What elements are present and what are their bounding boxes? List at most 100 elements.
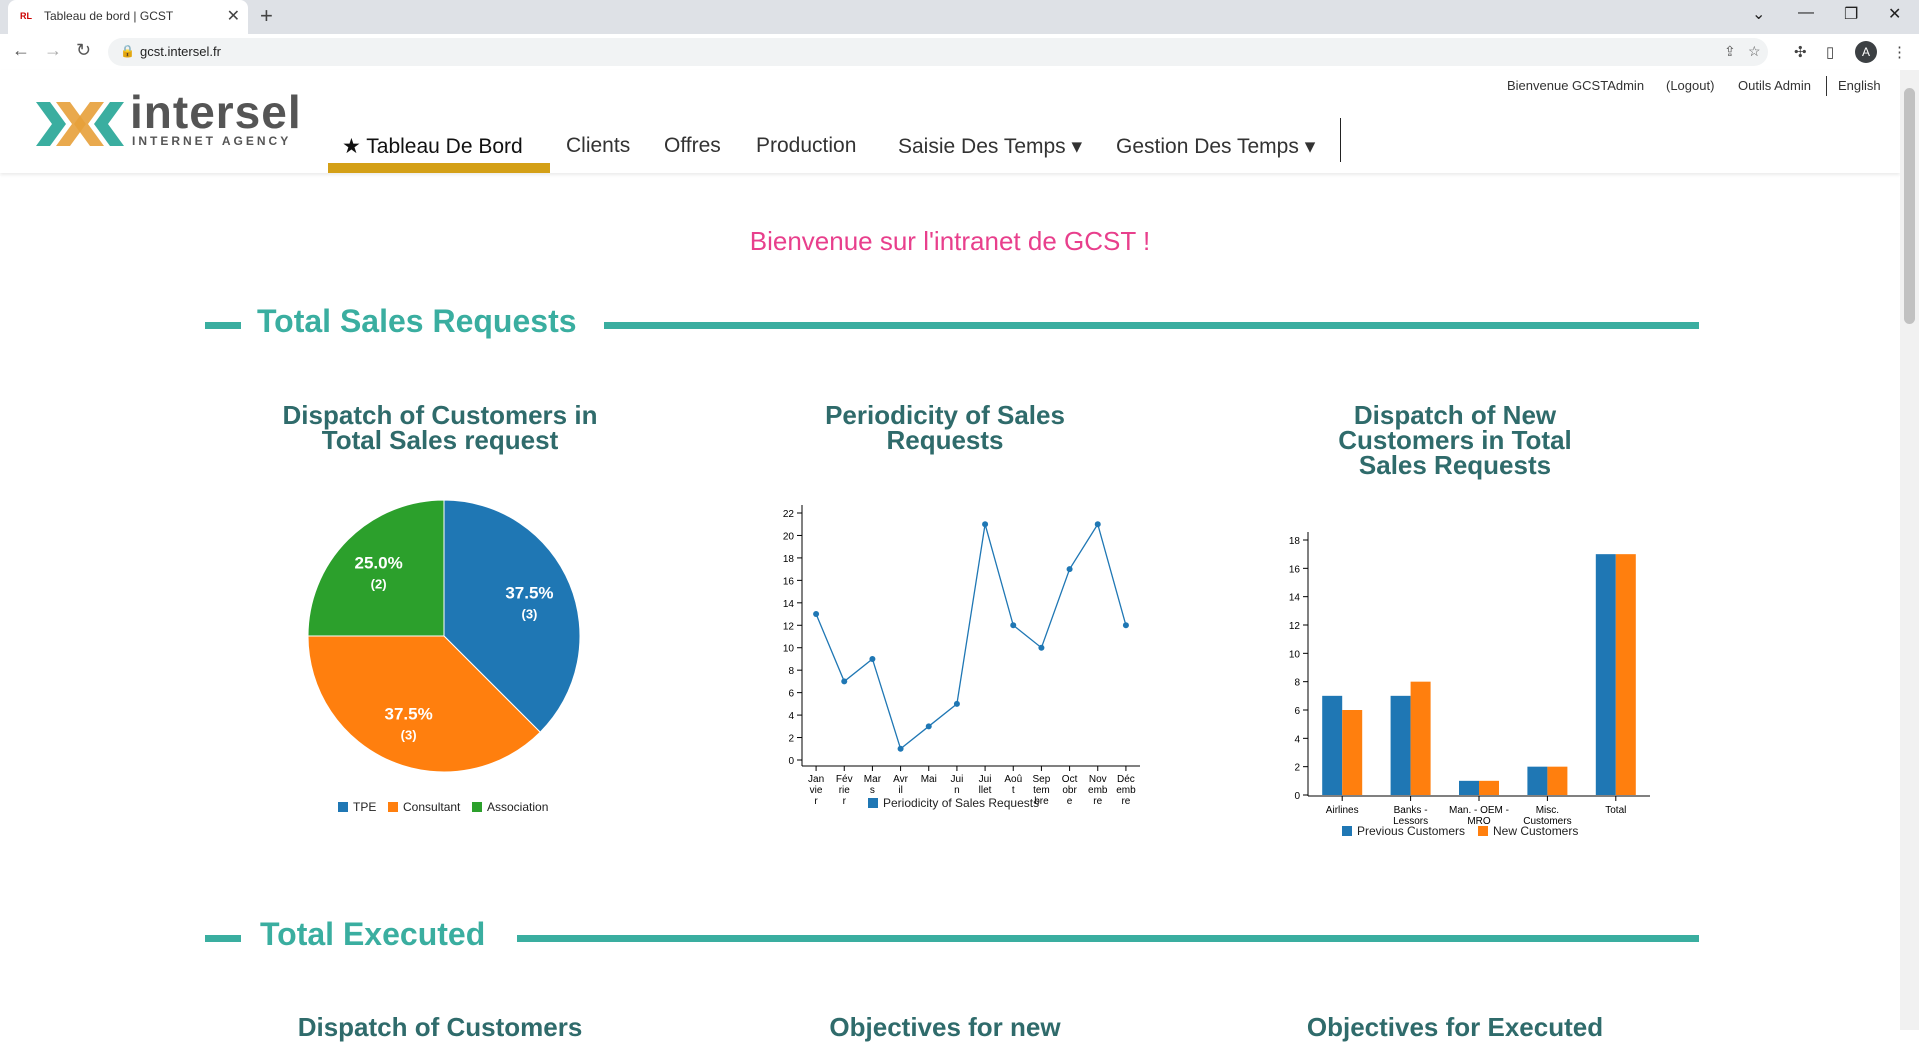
y-tick-label: 18 — [1289, 536, 1301, 547]
data-point — [813, 611, 820, 618]
active-menu-indicator — [328, 163, 550, 173]
section-rule — [517, 935, 1699, 942]
pie-slice-count-label: (2) — [371, 577, 387, 592]
intersel-logo-icon[interactable] — [36, 98, 126, 150]
x-tick-label: e — [1067, 796, 1073, 807]
chart-title-new-customers: Dispatch of New Customers in Total Sales… — [1338, 400, 1572, 480]
x-tick-label: Sep — [1033, 774, 1051, 785]
pie-chart: 37.5% (3) 37.5% (3) 25.0% (2) TPE Consultant Ass… — [307, 500, 581, 814]
pie-slice-count-label: (3) — [521, 607, 537, 622]
chart-title-lower-3: Objectives for Executed — [1306, 1012, 1604, 1042]
x-tick-label: r — [814, 796, 818, 807]
x-tick-label: n — [954, 785, 960, 796]
legend-swatch-periodicity — [868, 798, 878, 808]
close-tab-icon[interactable]: ✕ — [226, 8, 240, 25]
y-tick-label: 16 — [1289, 564, 1301, 575]
language-link[interactable]: English — [1838, 78, 1881, 93]
browser-tab[interactable]: RL Tableau de bord | GCST ✕ — [8, 0, 248, 34]
x-tick-label: Oct — [1062, 774, 1078, 785]
browser-toolbar: ← → ↻ 🔒 gcst.intersel.fr ⇪ ☆ ✣ ▯ A ⋮ — [0, 34, 1919, 71]
y-tick-label: 10 — [1289, 649, 1301, 660]
y-tick-label: 0 — [788, 756, 794, 767]
share-icon[interactable]: ⇪ — [1724, 43, 1736, 59]
pie-slice-association — [307, 500, 445, 637]
back-icon[interactable]: ← — [12, 40, 30, 60]
top-links-divider — [1826, 76, 1827, 96]
y-tick-label: 6 — [1294, 706, 1300, 717]
legend-label-tpe: TPE — [353, 800, 376, 814]
pie-slice-consultant — [307, 635, 541, 773]
data-point — [1094, 521, 1101, 528]
logo-wordmark[interactable]: intersel — [130, 86, 302, 138]
legend-label-consultant: Consultant — [403, 800, 461, 814]
extensions-icon[interactable]: ✣ — [1794, 44, 1807, 61]
bar-previous-customers — [1459, 780, 1479, 795]
menu-tableau-de-bord[interactable]: ★ Tableau De Bord — [342, 135, 523, 158]
data-point — [1122, 622, 1129, 629]
menu-production[interactable]: Production — [756, 134, 857, 157]
legend-swatch-previous-customers — [1342, 826, 1352, 836]
x-tick-label: Aoû — [1004, 774, 1022, 785]
bar-new-customers — [1615, 554, 1636, 795]
y-tick-label: 16 — [783, 576, 795, 587]
y-tick-label: 12 — [1289, 621, 1301, 632]
page-scrollbar-thumb[interactable] — [1904, 88, 1915, 324]
favicon-icon: RL — [20, 11, 32, 21]
y-tick-label: 20 — [783, 531, 795, 542]
section-rule — [604, 322, 1699, 329]
bar-new-customers — [1342, 710, 1363, 795]
pie-slice-percent-label: 25.0% — [355, 554, 403, 573]
x-tick-label: Mar — [864, 774, 882, 785]
restore-icon[interactable]: ❐ — [1844, 6, 1859, 23]
series-line-periodicity — [815, 522, 1127, 750]
menu-offres[interactable]: Offres — [664, 134, 721, 157]
bar-new-customers — [1410, 681, 1431, 795]
site-header: intersel INTERNET AGENCY Bienvenue GCSTA… — [0, 70, 1900, 173]
lock-icon[interactable]: 🔒 — [120, 44, 135, 58]
admin-tools-link[interactable]: Outils Admin — [1738, 78, 1811, 93]
x-tick-label: Mai — [921, 774, 937, 785]
x-tick-label: Fév — [836, 774, 853, 785]
bar-previous-customers — [1595, 554, 1616, 795]
chart-title-customers-dispatch: Dispatch of Customers in Total Sales req… — [282, 400, 598, 455]
data-point — [925, 723, 932, 730]
bar-chart: 0 2 4 6 8 10 12 14 16 18 Airlines Banks -Lessors Man… — [1289, 532, 1650, 838]
legend-label-periodicity: Periodicity of Sales Requests — [883, 796, 1039, 810]
side-panel-icon[interactable]: ▯ — [1826, 44, 1835, 61]
forward-icon[interactable]: → — [44, 40, 62, 60]
data-point — [841, 678, 848, 685]
close-window-icon[interactable]: ✕ — [1888, 6, 1902, 23]
section-accent-bar — [205, 322, 241, 329]
line-chart: 0246810121416182022JanvierFévrierMarsAvr… — [783, 505, 1140, 810]
menu-saisie-des-temps[interactable]: Saisie Des Temps ▾ — [898, 135, 1083, 158]
address-bar[interactable]: 🔒 gcst.intersel.fr ⇪ ☆ — [108, 38, 1768, 66]
data-point — [1066, 566, 1073, 573]
legend-swatch-consultant — [388, 802, 398, 812]
menu-kebab-icon[interactable]: ⋮ — [1892, 44, 1907, 61]
y-tick-label: 2 — [788, 734, 794, 745]
profile-avatar[interactable]: A — [1855, 41, 1877, 63]
legend-swatch-new-customers — [1478, 826, 1488, 836]
y-tick-label: 8 — [788, 666, 794, 677]
pie-slice-tpe — [443, 500, 581, 733]
data-point — [869, 655, 876, 662]
welcome-message: Bienvenue sur l'intranet de GCST ! — [749, 226, 1151, 256]
tab-search-icon[interactable]: ⌄ — [1752, 6, 1766, 23]
data-point — [1010, 622, 1017, 629]
browser-tab-bar: RL Tableau de bord | GCST ✕ + ⌄ — ❐ ✕ — [0, 0, 1919, 34]
url-text[interactable]: gcst.intersel.fr — [140, 44, 221, 59]
minimize-icon[interactable]: — — [1798, 4, 1814, 21]
welcome-user-text: Bienvenue GCSTAdmin — [1507, 78, 1645, 93]
x-tick-label: rie — [839, 785, 851, 796]
section-title-total-sales-requests: Total Sales Requests — [257, 303, 577, 339]
menu-gestion-des-temps[interactable]: Gestion Des Temps ▾ — [1116, 135, 1316, 158]
x-tick-label: Jui — [979, 774, 992, 785]
x-tick-label: Customers — [1523, 816, 1571, 827]
bookmark-star-icon[interactable]: ☆ — [1748, 43, 1761, 59]
x-tick-label: Lessors — [1393, 816, 1428, 827]
x-tick-label: Jui — [951, 774, 964, 785]
menu-clients[interactable]: Clients — [566, 134, 631, 157]
reload-icon[interactable]: ↻ — [76, 40, 92, 60]
logout-link[interactable]: (Logout) — [1666, 78, 1715, 93]
new-tab-button[interactable]: + — [260, 3, 273, 28]
